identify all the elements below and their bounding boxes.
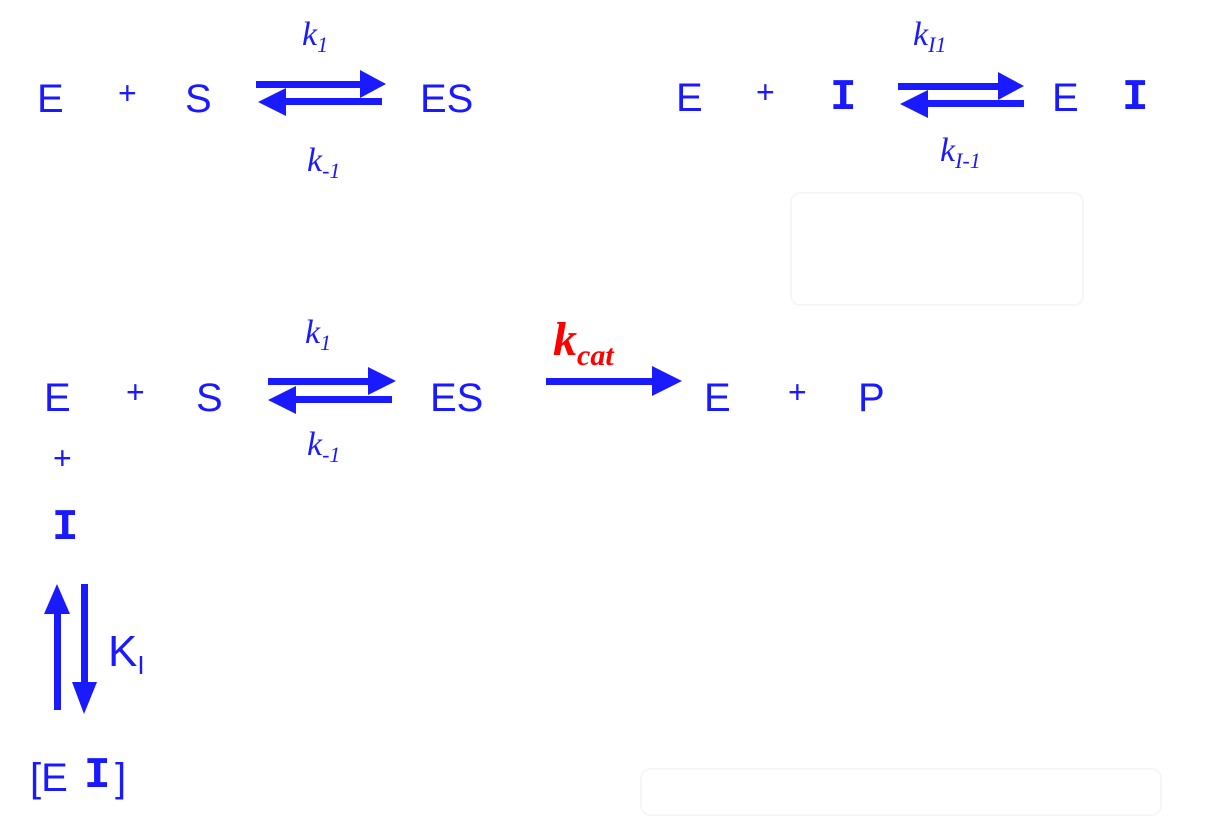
- complex-E-r2: E: [1052, 76, 1079, 120]
- rate-constant-k-1-scheme: k-1: [307, 426, 341, 467]
- rate-constant-kI-1-r2: kI-1: [940, 132, 981, 173]
- complex-ES-scheme: ES: [430, 376, 484, 420]
- equilibrium-arrow-reaction1: [256, 70, 386, 116]
- enzyme-E-product-side: E: [704, 376, 731, 420]
- enzyme-E-r1: E: [37, 77, 64, 121]
- rate-constant-kcat: kcat: [553, 313, 614, 372]
- complex-EI-inhibitor: I: [84, 751, 111, 801]
- complex-ES-r1: ES: [420, 77, 474, 121]
- plus-sign-vertical: +: [53, 440, 72, 476]
- enzyme-E-scheme: E: [44, 376, 71, 420]
- inhibitor-I-scheme: I: [52, 503, 79, 553]
- faint-ghost-box: [790, 192, 1084, 306]
- complex-I-r2: I: [1122, 73, 1149, 123]
- rate-constant-k1-r1: k1: [302, 16, 329, 57]
- complex-EI-bracket-close: ]: [115, 756, 127, 800]
- inhibitor-I-r2: I: [830, 73, 857, 123]
- kcat-arrow: [546, 366, 682, 396]
- substrate-S-r1: S: [185, 77, 212, 121]
- inhibition-constant-KI: KI: [108, 627, 145, 680]
- product-P: P: [858, 376, 885, 420]
- plus-sign-scheme-1: +: [126, 374, 145, 410]
- equilibrium-arrow-reaction2: [898, 72, 1024, 118]
- equilibrium-arrow-scheme: [268, 367, 396, 414]
- substrate-S-scheme: S: [196, 376, 223, 420]
- rate-constant-k1-scheme: k1: [305, 314, 332, 355]
- faint-ghost-box: [640, 768, 1162, 816]
- rate-constant-kI1-r2: kI1: [913, 16, 947, 57]
- complex-EI-bracket-open: [E: [30, 756, 68, 800]
- plus-sign-r1: +: [118, 75, 137, 111]
- plus-sign-scheme-2: +: [788, 374, 807, 410]
- plus-sign-r2: +: [756, 74, 775, 110]
- vertical-equilibrium-arrow-KI: [44, 584, 97, 714]
- rate-constant-k-1-r1: k-1: [307, 142, 341, 183]
- enzyme-E-r2: E: [676, 76, 703, 120]
